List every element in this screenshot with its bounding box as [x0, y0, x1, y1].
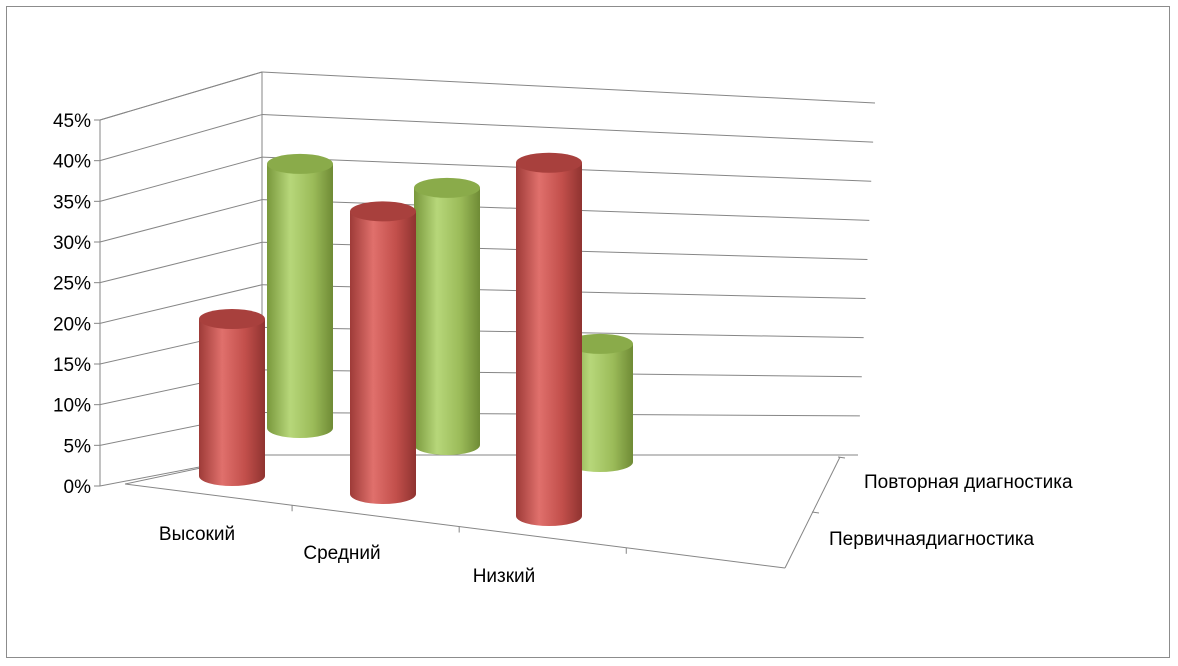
series-axis-label: Первичнаядиагностика — [829, 529, 1035, 550]
y-tick-label: 10% — [53, 396, 91, 417]
depth-tick-mark — [837, 456, 846, 459]
side-gridline — [99, 71, 263, 121]
series-axis-label: Повторная диагностика — [864, 472, 1073, 493]
y-tick-label: 45% — [53, 111, 91, 132]
back-gridline — [261, 71, 876, 104]
side-gridline — [99, 114, 263, 162]
x-tick-label: Высокий — [159, 524, 235, 545]
bar-top — [414, 177, 480, 198]
bar-body — [516, 162, 582, 526]
y-tick-label: 25% — [53, 274, 91, 295]
bar — [516, 152, 582, 526]
x-axis — [124, 483, 786, 569]
side-gridline — [99, 284, 263, 324]
y-tick-label: 35% — [53, 192, 91, 213]
bar-body — [414, 187, 480, 455]
y-tick-label: 30% — [53, 233, 91, 254]
bar-body — [199, 319, 265, 486]
side-gridline — [99, 241, 263, 284]
bar — [267, 153, 333, 438]
bar-body — [267, 163, 333, 438]
depth-tick-mark — [811, 511, 820, 514]
side-gridline — [99, 199, 263, 243]
y-tick-label: 15% — [53, 355, 91, 376]
back-gridline — [261, 114, 874, 143]
bar-top — [516, 152, 582, 173]
bar-top — [567, 333, 633, 354]
side-gridline — [99, 156, 263, 202]
bar-body — [350, 211, 416, 504]
bar — [567, 333, 633, 472]
x-tick-label: Средний — [303, 543, 380, 564]
x-tick-label: Низкий — [473, 566, 536, 587]
bar-top — [199, 309, 265, 329]
y-tick-label: 20% — [53, 314, 91, 335]
bar-top — [350, 201, 416, 222]
y-tick-label: 5% — [64, 436, 92, 457]
y-tick-label: 0% — [64, 477, 92, 498]
bar — [414, 177, 480, 455]
bar-body — [567, 343, 633, 472]
bar-top — [267, 153, 333, 174]
bar — [350, 201, 416, 504]
y-tick-label: 40% — [53, 152, 91, 173]
bar — [199, 309, 265, 486]
